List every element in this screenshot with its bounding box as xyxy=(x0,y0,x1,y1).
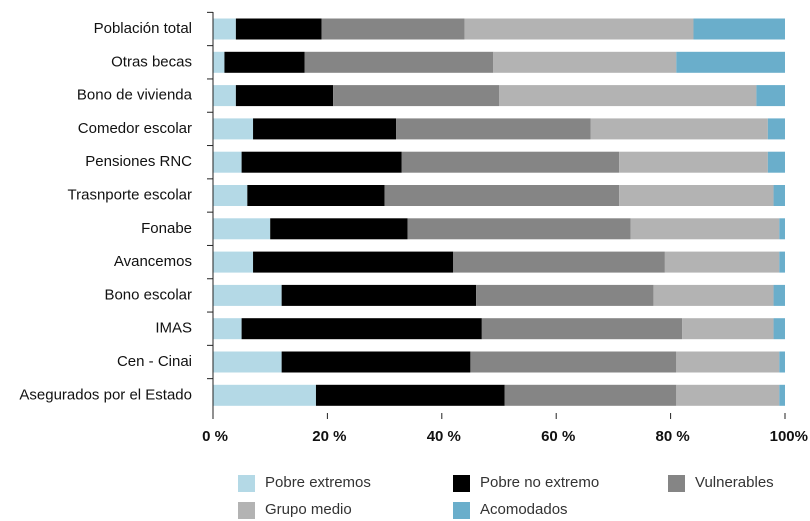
legend-swatch xyxy=(668,475,685,492)
bar-segment xyxy=(493,51,677,73)
bar-segment xyxy=(213,151,242,173)
legend-swatch xyxy=(238,502,255,519)
x-tick-label: 80 % xyxy=(655,428,689,445)
y-tick-label: Bono de vivienda xyxy=(77,87,193,104)
bar-segment xyxy=(304,51,494,73)
bar-segment xyxy=(213,85,236,107)
x-tick-label: 100% xyxy=(770,428,808,445)
bar-segment xyxy=(499,85,757,107)
bar-segment xyxy=(281,284,477,306)
x-tick-label: 40 % xyxy=(427,428,461,445)
legend-swatch xyxy=(453,475,470,492)
legend-swatch xyxy=(453,502,470,519)
bar-segment xyxy=(453,251,665,273)
y-tick-label: IMAS xyxy=(155,320,192,337)
bar-segment xyxy=(664,251,780,273)
bar-segment xyxy=(213,351,282,373)
bar-segment xyxy=(213,318,242,340)
bar-segment xyxy=(253,251,454,273)
bar-segment xyxy=(476,284,654,306)
bar-segment xyxy=(407,218,631,240)
bar-segment xyxy=(213,284,282,306)
bar-segment xyxy=(779,351,785,373)
bar-segment xyxy=(241,151,402,173)
legend-swatch xyxy=(238,475,255,492)
bar-segment xyxy=(773,318,785,340)
x-tick-label: 20 % xyxy=(312,428,346,445)
x-tick-label: 0 % xyxy=(202,428,228,445)
y-tick-label: Comedor escolar xyxy=(78,120,192,137)
bar-segment xyxy=(396,118,591,140)
legend-label: Pobre no extremo xyxy=(480,474,599,491)
bar-segment xyxy=(213,384,316,406)
y-tick-label: Fonabe xyxy=(141,220,192,237)
bar-segment xyxy=(235,85,334,107)
y-tick-label: Población total xyxy=(94,20,192,37)
bar-segment xyxy=(676,384,780,406)
bar-segment xyxy=(767,151,785,173)
bar-segment xyxy=(384,185,620,206)
bar-segment xyxy=(779,384,785,406)
bar-segment xyxy=(779,251,785,273)
bar-segment xyxy=(682,318,774,340)
bar-segment xyxy=(224,51,305,73)
bar-segment xyxy=(630,218,780,240)
y-tick-label: Asegurados por el Estado xyxy=(19,386,192,403)
x-tick-label: 60 % xyxy=(541,428,575,445)
bar-segment xyxy=(213,251,254,273)
bar-segment xyxy=(213,118,254,140)
y-tick-label: Bono escolar xyxy=(104,286,192,303)
bar-segment xyxy=(315,384,505,406)
legend-label: Vulnerables xyxy=(695,474,774,491)
bar-segment xyxy=(504,384,677,406)
bar-segment xyxy=(619,151,768,173)
bar-segment xyxy=(253,118,397,140)
bar-segment xyxy=(773,284,785,306)
bar-segment xyxy=(321,18,465,40)
bar-segment xyxy=(470,351,677,373)
legend-label: Acomodados xyxy=(480,501,568,518)
y-tick-label: Cen - Cinai xyxy=(117,353,192,370)
bar-segment xyxy=(464,18,694,40)
bar-segment xyxy=(619,185,774,206)
bar-segment xyxy=(653,284,774,306)
bar-segment xyxy=(401,151,620,173)
bar-segment xyxy=(676,51,785,73)
bar-segment xyxy=(213,18,236,40)
bar-segment xyxy=(241,318,482,340)
bar-segment xyxy=(773,185,785,206)
bar-segment xyxy=(235,18,322,40)
legend-label: Grupo medio xyxy=(265,501,352,518)
legend-label: Pobre extremos xyxy=(265,474,371,491)
bar-segment xyxy=(693,18,785,40)
bar-segment xyxy=(270,218,408,240)
bar-segment xyxy=(676,351,780,373)
bar-segment xyxy=(590,118,768,140)
y-tick-label: Trasnporte escolar xyxy=(68,186,193,203)
bar-segment xyxy=(281,351,471,373)
y-tick-label: Avancemos xyxy=(114,253,192,270)
y-tick-label: Otras becas xyxy=(111,53,192,70)
bar-segment xyxy=(247,185,385,206)
bar-segment xyxy=(756,85,785,107)
bar-segment xyxy=(481,318,683,340)
bar-segment xyxy=(213,185,248,206)
y-tick-label: Pensiones RNC xyxy=(85,153,192,170)
bar-segment xyxy=(213,51,225,73)
bar-segment xyxy=(213,218,271,240)
bar-segment xyxy=(779,218,785,240)
bar-segment xyxy=(333,85,499,107)
bar-segment xyxy=(767,118,785,140)
